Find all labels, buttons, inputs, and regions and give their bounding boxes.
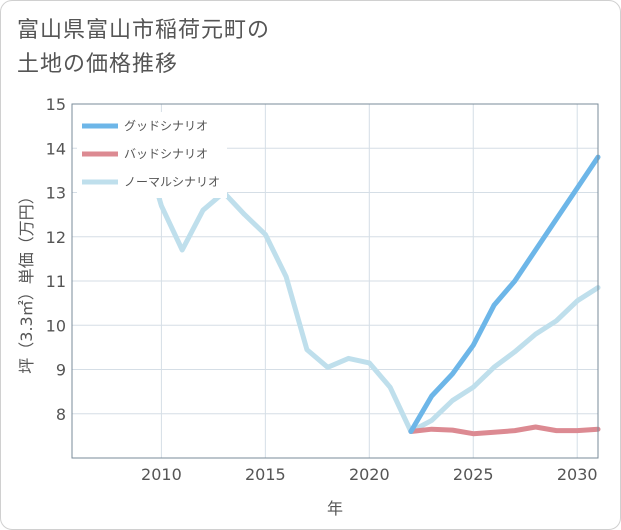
legend-label: バッドシナリオ xyxy=(124,147,208,161)
y-tick-label: 11 xyxy=(46,272,66,291)
chart-title-line-1: 富山県富山市稲荷元町の xyxy=(17,18,271,43)
y-tick-label: 9 xyxy=(56,361,66,380)
series-line-normal xyxy=(117,132,601,434)
plot-frame xyxy=(71,103,599,459)
y-tick-label: 8 xyxy=(56,405,66,424)
series-layer xyxy=(117,132,601,437)
x-tick-label: 2020 xyxy=(349,465,390,484)
legend-label: グッドシナリオ xyxy=(124,119,208,133)
x-tick-label: 2015 xyxy=(245,465,286,484)
axis-ticks: 2010 2015 2020 2025 2030 8 9 10 11 12 13 14 15 xyxy=(46,95,598,484)
y-tick-label: 10 xyxy=(46,316,66,335)
y-tick-label: 15 xyxy=(46,95,66,114)
x-tick-label: 2030 xyxy=(557,465,598,484)
y-tick-label: 12 xyxy=(46,228,66,247)
x-tick-label: 2025 xyxy=(453,465,494,484)
y-tick-label: 13 xyxy=(46,184,66,203)
chart-title-line-2: 土地の価格推移 xyxy=(17,52,179,77)
x-axis-title: 年 xyxy=(327,499,343,518)
y-tick-label: 14 xyxy=(46,139,66,158)
x-tick-label: 2010 xyxy=(141,465,182,484)
legend-label: ノーマルシナリオ xyxy=(124,175,220,189)
chart-title: 富山県富山市稲荷元町の 土地の価格推移 xyxy=(17,14,270,82)
series-line-good xyxy=(408,154,601,434)
y-axis-title: 坪（3.3㎡）単価（万円） xyxy=(17,188,36,373)
series-line-bad xyxy=(408,424,601,437)
